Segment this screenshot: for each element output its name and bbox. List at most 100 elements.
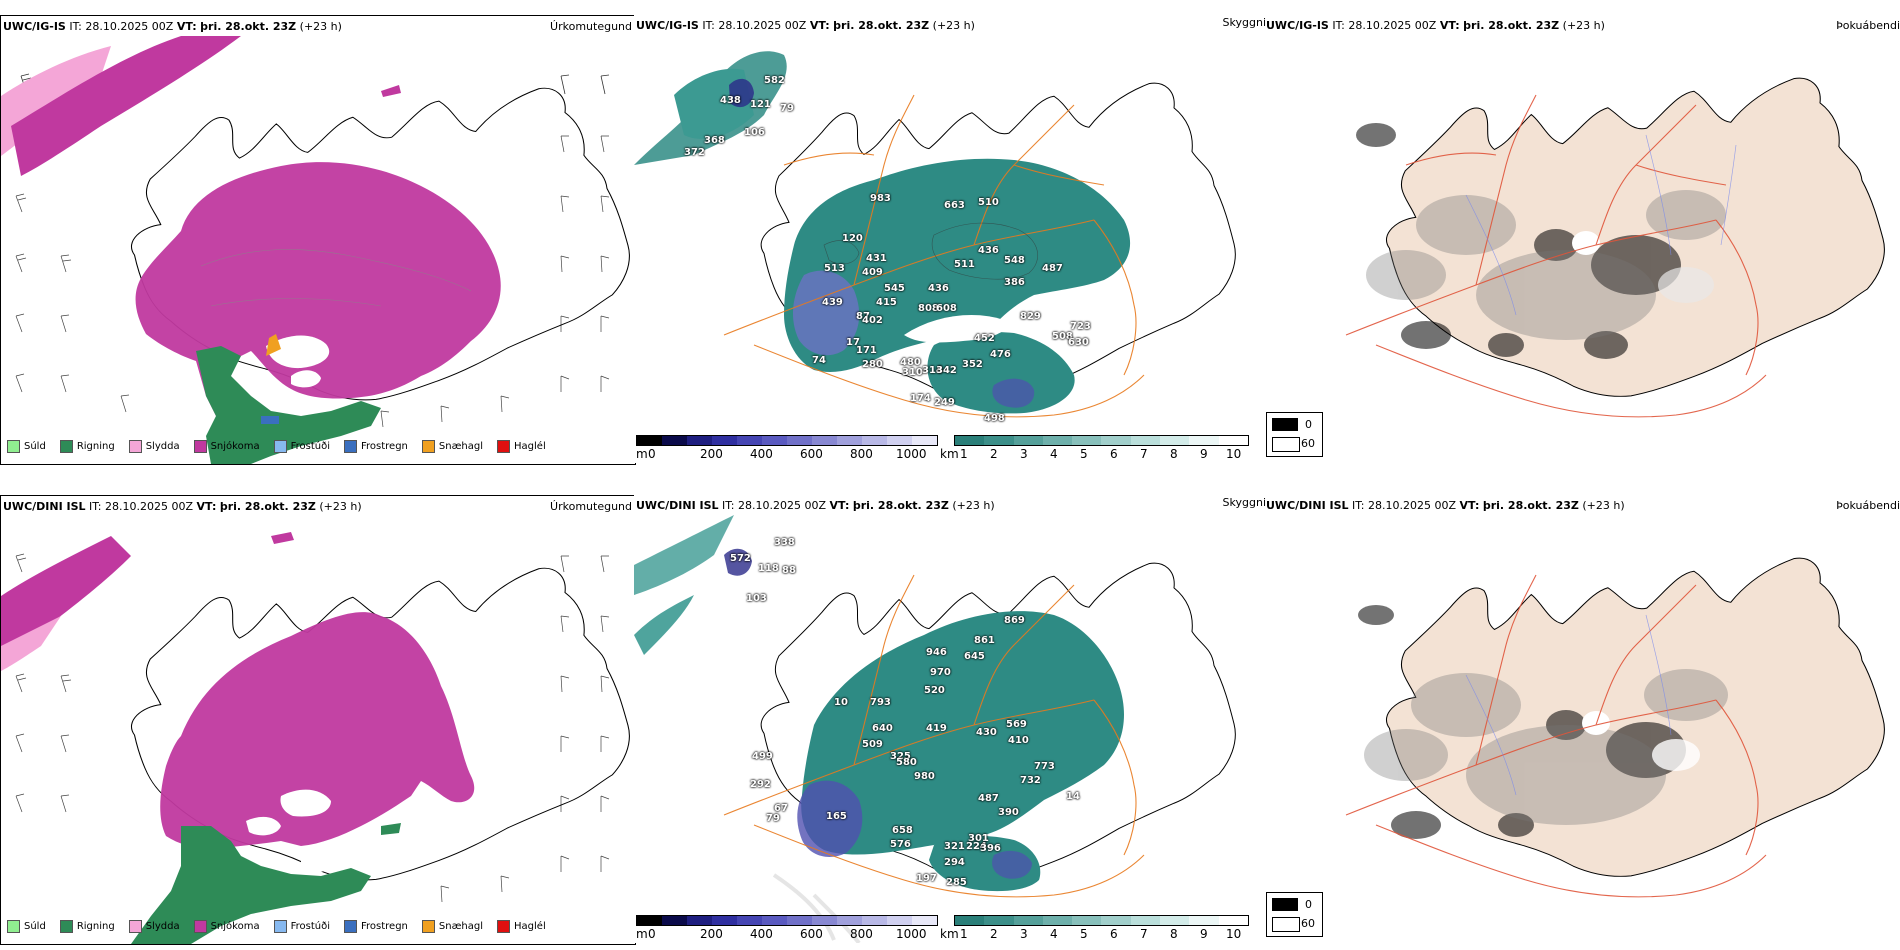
fog-map-top bbox=[1266, 15, 1900, 463]
elevation-label: 580 bbox=[896, 757, 917, 768]
vis-tick: 10 bbox=[1226, 927, 1242, 941]
elevation-label: 415 bbox=[876, 297, 897, 308]
elevation-label: 510 bbox=[978, 197, 999, 208]
elevation-label: 10 bbox=[834, 697, 848, 708]
legend-label: Snjókoma bbox=[210, 921, 260, 932]
precip-legend-item: Frostregn bbox=[344, 920, 408, 933]
elevation-label: 829 bbox=[1020, 311, 1041, 322]
legend-swatch bbox=[7, 440, 20, 453]
precip-legend-item: Haglél bbox=[497, 920, 546, 933]
legend-swatch bbox=[497, 920, 511, 933]
elevation-label: 292 bbox=[750, 779, 771, 790]
wind-barbs bbox=[15, 553, 610, 903]
precip-map-bottom bbox=[1, 496, 635, 944]
legend-swatch bbox=[273, 920, 287, 933]
height-tick: 200 bbox=[700, 927, 723, 941]
elevation-label: 121 bbox=[750, 99, 771, 110]
height-tick: 200 bbox=[700, 447, 723, 461]
vis-tick: 5 bbox=[1080, 927, 1088, 941]
precip-legend-item: Snæhagl bbox=[421, 920, 483, 933]
panel-header: UWC/IG-IS IT: 28.10.2025 00Z VT: þri. 28… bbox=[1266, 19, 1605, 32]
elevation-label: 118 bbox=[758, 563, 779, 574]
elevation-label: 285 bbox=[946, 877, 967, 888]
precip-legend-item: Snjókoma bbox=[193, 920, 260, 933]
fog-legend-low: 60 bbox=[1301, 437, 1315, 450]
elevation-label: 171 bbox=[856, 345, 877, 356]
height-tick: 800 bbox=[850, 927, 873, 941]
vis-tick: 6 bbox=[1110, 447, 1118, 461]
elevation-label: 87 bbox=[856, 311, 870, 322]
elevation-label: 723 bbox=[1070, 321, 1091, 332]
legend-swatch bbox=[128, 920, 142, 933]
elevation-label: 321 bbox=[944, 841, 965, 852]
legend-label: Rigning bbox=[76, 921, 115, 932]
precip-legend-item: Rigning bbox=[59, 920, 115, 933]
legend-swatch bbox=[193, 440, 207, 453]
visibility-colorbar-swatches bbox=[954, 915, 1249, 926]
precip-legend-item: Súld bbox=[7, 920, 46, 933]
elevation-label: 165 bbox=[826, 811, 847, 822]
elevation-label: 386 bbox=[1004, 277, 1025, 288]
fog-map-bottom bbox=[1266, 495, 1900, 943]
elevation-label: 67 bbox=[774, 803, 788, 814]
visibility-map-top bbox=[634, 15, 1266, 463]
precip-legend-item: Snjókoma bbox=[193, 440, 260, 453]
elevation-label: 17 bbox=[846, 337, 860, 348]
elevation-label: 197 bbox=[916, 873, 937, 884]
legend-label: Snæhagl bbox=[438, 441, 484, 452]
elevation-label: 511 bbox=[954, 259, 975, 270]
panel-header: UWC/DINI ISL IT: 28.10.2025 00Z VT: þri.… bbox=[3, 500, 362, 513]
vis-tick: 5 bbox=[1080, 447, 1088, 461]
elevation-label: 14 bbox=[1066, 791, 1080, 802]
legend-label: Rigning bbox=[76, 441, 115, 452]
precip-legend-item: Slydda bbox=[128, 920, 180, 933]
elevation-label: 402 bbox=[862, 315, 883, 326]
vis-tick: 1 bbox=[960, 927, 968, 941]
height-tick: 1000 bbox=[896, 927, 927, 941]
fog-legend-bottom: 0 60 bbox=[1266, 892, 1323, 937]
vis-tick: 8 bbox=[1170, 927, 1178, 941]
precip-legend-item: Slydda bbox=[128, 440, 180, 453]
legend-label: Frostregn bbox=[361, 921, 408, 932]
fog-legend-high: 0 bbox=[1305, 418, 1312, 431]
legend-label: Haglél bbox=[514, 921, 546, 932]
elevation-label: 983 bbox=[870, 193, 891, 204]
height-tick: 0 bbox=[648, 927, 656, 941]
elevation-label: 608 bbox=[936, 303, 957, 314]
elevation-label: 431 bbox=[866, 253, 887, 264]
legend-label: Snjókoma bbox=[210, 441, 260, 452]
height-colorbar-swatches bbox=[636, 915, 938, 926]
elevation-label: 410 bbox=[1008, 735, 1029, 746]
panel-title: Þokuábendi bbox=[1836, 499, 1900, 512]
elevation-label: 513 bbox=[824, 263, 845, 274]
elevation-label: 576 bbox=[890, 839, 911, 850]
vis-tick: 7 bbox=[1140, 927, 1148, 941]
precip-legend-item: Haglél bbox=[497, 440, 546, 453]
elevation-label: 439 bbox=[822, 297, 843, 308]
visibility-panel-top: UWC/IG-IS IT: 28.10.2025 00Z VT: þri. 28… bbox=[634, 15, 1266, 463]
legend-label: Súld bbox=[24, 441, 46, 452]
panel-header: UWC/DINI ISL IT: 28.10.2025 00Z VT: þri.… bbox=[636, 499, 995, 512]
legend-swatch bbox=[193, 920, 207, 933]
elevation-label: 793 bbox=[870, 697, 891, 708]
elevation-label: 224 bbox=[966, 841, 987, 852]
vis-tick: 9 bbox=[1200, 927, 1208, 941]
legend-swatch bbox=[273, 440, 287, 453]
vis-tick: 8 bbox=[1170, 447, 1178, 461]
legend-swatch bbox=[59, 440, 73, 453]
elevation-label: 325 bbox=[890, 751, 911, 762]
vis-tick: 9 bbox=[1200, 447, 1208, 461]
elevation-label: 808 bbox=[918, 303, 939, 314]
elevation-label: 436 bbox=[978, 245, 999, 256]
elevation-label: 509 bbox=[862, 739, 883, 750]
precip-type-panel-top: UWC/IG-IS IT: 28.10.2025 00Z VT: þri. 28… bbox=[0, 15, 636, 465]
elevation-label: 390 bbox=[998, 807, 1019, 818]
elevation-label: 545 bbox=[884, 283, 905, 294]
precip-map-top bbox=[1, 16, 635, 464]
elevation-label: 314 bbox=[922, 365, 943, 376]
vis-tick: 2 bbox=[990, 447, 998, 461]
legend-swatch bbox=[344, 920, 357, 933]
elevation-label: 645 bbox=[964, 651, 985, 662]
elevation-label: 508 bbox=[1052, 331, 1073, 342]
road-network bbox=[1345, 574, 1767, 898]
